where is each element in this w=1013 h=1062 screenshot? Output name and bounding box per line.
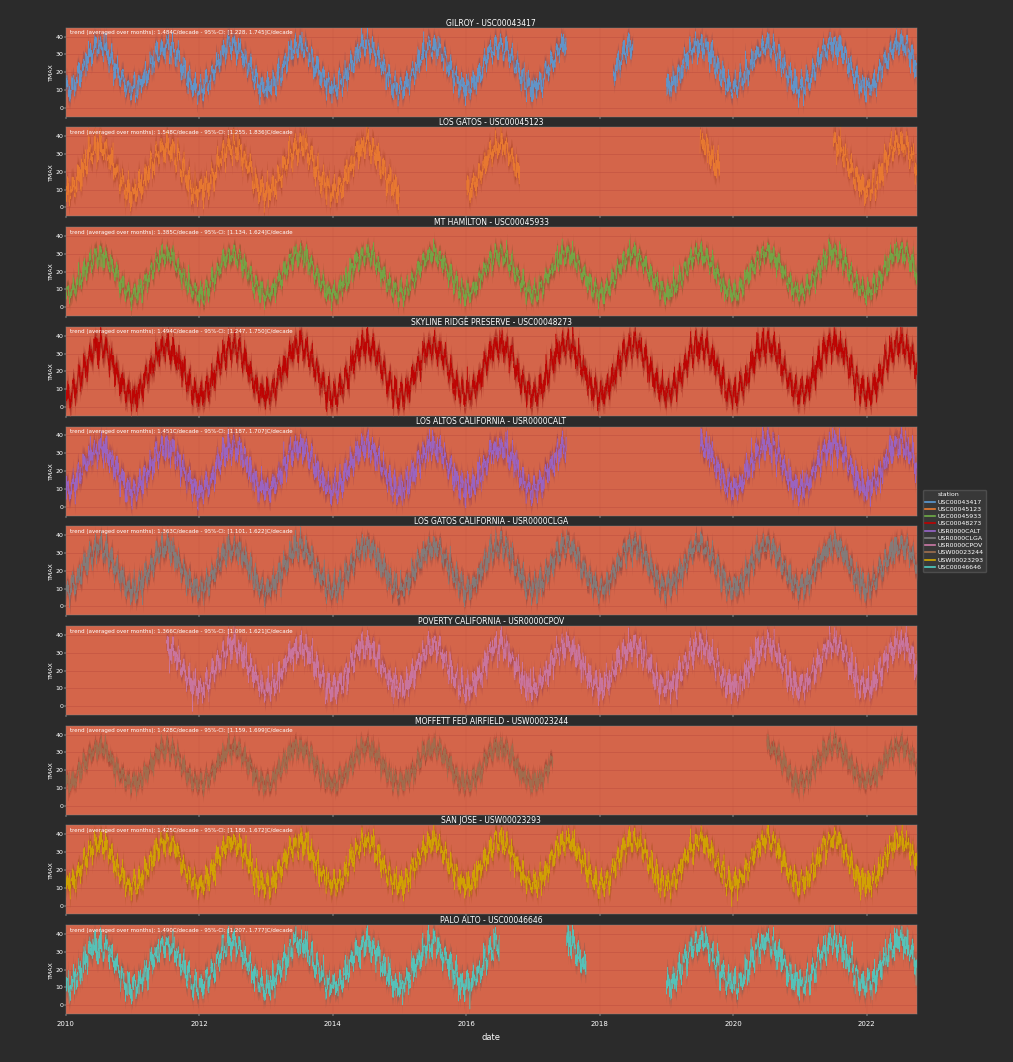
Text: trend (averaged over months): 1.385C/decade - 95%-CI: [1.134, 1.624]C/decade: trend (averaged over months): 1.385C/dec… — [70, 229, 293, 235]
Text: trend (averaged over months): 1.366C/decade - 95%-CI: [1.098, 1.621]C/decade: trend (averaged over months): 1.366C/dec… — [70, 629, 293, 634]
Text: trend (averaged over months): 1.428C/decade - 95%-CI: [1.159, 1.699]C/decade: trend (averaged over months): 1.428C/dec… — [70, 729, 293, 734]
Text: trend (averaged over months): 1.363C/decade - 95%-CI: [1.101, 1.622]C/decade: trend (averaged over months): 1.363C/dec… — [70, 529, 293, 534]
Title: SAN JOSE - USW00023293: SAN JOSE - USW00023293 — [442, 817, 541, 825]
Y-axis label: TMAX: TMAX — [49, 662, 54, 680]
Title: GILROY - USC00043417: GILROY - USC00043417 — [447, 18, 536, 28]
Y-axis label: TMAX: TMAX — [49, 462, 54, 480]
Title: SKYLINE RIDGE PRESERVE - USC00048273: SKYLINE RIDGE PRESERVE - USC00048273 — [411, 318, 571, 327]
Y-axis label: TMAX: TMAX — [49, 64, 54, 81]
Text: trend (averaged over months): 1.425C/decade - 95%-CI: [1.180, 1.672]C/decade: trend (averaged over months): 1.425C/dec… — [70, 828, 293, 833]
Title: MT HAMILTON - USC00045933: MT HAMILTON - USC00045933 — [434, 218, 549, 227]
Y-axis label: TMAX: TMAX — [49, 562, 54, 580]
Title: POVERTY CALIFORNIA - USR0000CPOV: POVERTY CALIFORNIA - USR0000CPOV — [418, 617, 564, 626]
X-axis label: date: date — [482, 1032, 500, 1042]
Text: trend (averaged over months): 1.451C/decade - 95%-CI: [1.187, 1.707]C/decade: trend (averaged over months): 1.451C/dec… — [70, 429, 293, 434]
Y-axis label: TMAX: TMAX — [49, 961, 54, 978]
Text: trend (averaged over months): 1.484C/decade - 95%-CI: [1.228, 1.745]C/decade: trend (averaged over months): 1.484C/dec… — [70, 31, 293, 35]
Y-axis label: TMAX: TMAX — [49, 262, 54, 280]
Title: LOS GATOS - USC00045123: LOS GATOS - USC00045123 — [439, 118, 544, 127]
Title: LOS GATOS CALIFORNIA - USR0000CLGA: LOS GATOS CALIFORNIA - USR0000CLGA — [414, 517, 568, 526]
Title: PALO ALTO - USC00046646: PALO ALTO - USC00046646 — [440, 917, 543, 925]
Title: LOS ALTOS CALIFORNIA - USR0000CALT: LOS ALTOS CALIFORNIA - USR0000CALT — [416, 417, 566, 427]
Legend: station, USC00043417, USC00045123, USC00045933, USC00048273, USR0000CALT, USR000: station, USC00043417, USC00045123, USC00… — [923, 490, 986, 572]
Title: MOFFETT FED AIRFIELD - USW00023244: MOFFETT FED AIRFIELD - USW00023244 — [414, 717, 568, 725]
Text: trend (averaged over months): 1.490C/decade - 95%-CI: [1.207, 1.777]C/decade: trend (averaged over months): 1.490C/dec… — [70, 928, 293, 932]
Text: trend (averaged over months): 1.494C/decade - 95%-CI: [1.247, 1.750]C/decade: trend (averaged over months): 1.494C/dec… — [70, 329, 293, 335]
Y-axis label: TMAX: TMAX — [49, 162, 54, 181]
Text: trend (averaged over months): 1.548C/decade - 95%-CI: [1.255, 1.836]C/decade: trend (averaged over months): 1.548C/dec… — [70, 130, 293, 135]
Y-axis label: TMAX: TMAX — [49, 761, 54, 780]
Y-axis label: TMAX: TMAX — [49, 861, 54, 879]
Y-axis label: TMAX: TMAX — [49, 362, 54, 380]
